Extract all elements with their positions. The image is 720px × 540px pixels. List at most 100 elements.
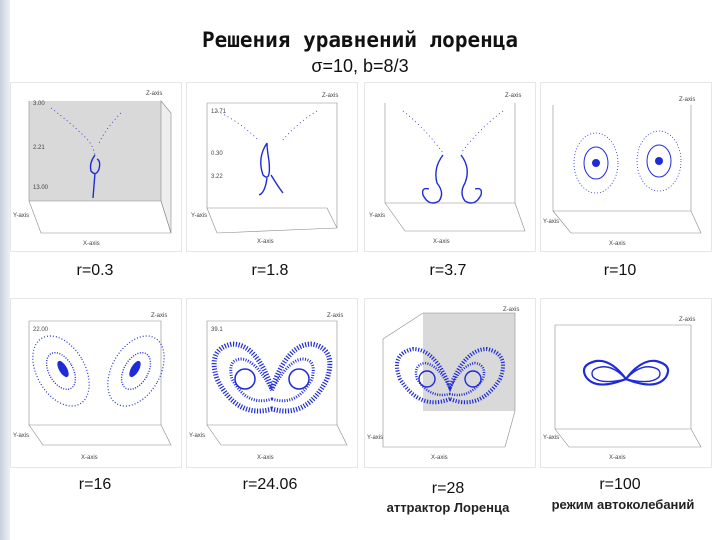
box-back-face — [29, 101, 161, 201]
plot-panel-r24-06: 39.1 Z-axis X-axis Y-axis — [186, 298, 358, 468]
box-floor — [554, 428, 702, 448]
tick-label-mid: 2.21 — [33, 145, 45, 151]
plot-svg-r100: Z-axis X-axis Y-axis — [543, 317, 702, 461]
trajectory-dots — [402, 110, 444, 154]
box-side-face — [160, 100, 172, 234]
box-frame — [554, 324, 692, 430]
z-axis-label: Z-axis — [322, 93, 338, 99]
fixed-point-right — [655, 157, 663, 165]
x-axis-label: X-axis — [431, 455, 448, 461]
z-axis-label: Z-axis — [146, 91, 162, 97]
z-axis-label: Z-axis — [151, 313, 167, 319]
tick-label-mid: 0.30 — [211, 151, 223, 157]
cloud-right-core — [129, 360, 141, 378]
plot-panel-r28: Z-axis X-axis Y-axis — [364, 298, 536, 468]
y-axis-label: Y-axis — [369, 213, 385, 219]
x-axis-label: X-axis — [433, 239, 450, 245]
x-axis-label: X-axis — [83, 241, 100, 247]
box-floor — [206, 424, 348, 446]
trajectory-dots — [216, 110, 260, 142]
r-label-8: r=100 — [599, 476, 641, 493]
y-axis-label: Y-axis — [13, 213, 29, 219]
fixed-point-left — [592, 159, 600, 167]
cloud-left-core — [57, 360, 69, 378]
y-axis-label: Y-axis — [543, 219, 559, 225]
trajectory-path — [421, 154, 483, 204]
y-axis-label: Y-axis — [13, 433, 29, 439]
plot-svg-r3-7: Z-axis X-axis Y-axis — [369, 93, 526, 245]
z-axis-label: Z-axis — [505, 93, 521, 99]
wing-hole-left — [418, 370, 436, 388]
box-back-face — [423, 313, 515, 411]
box-outline — [382, 312, 516, 448]
caption-self-oscillation: режим автоколебаний — [551, 497, 695, 512]
limit-cycle-outer — [582, 359, 670, 386]
cloud-left-outer — [32, 335, 90, 407]
z-axis-label: Z-axis — [503, 307, 519, 313]
box-floor — [384, 202, 526, 232]
plot-svg-r24-06: 39.1 Z-axis X-axis Y-axis — [189, 313, 348, 461]
box-frame — [384, 103, 516, 204]
butterfly-inner — [229, 357, 315, 403]
x-axis-label: X-axis — [81, 455, 98, 461]
r-label-7: r=28 — [431, 480, 465, 497]
x-axis-label: X-axis — [257, 239, 274, 245]
r-label-5: r=16 — [78, 476, 112, 493]
caption-lorenz-attractor: аттрактор Лоренца — [386, 500, 510, 515]
z-axis-label: Z-axis — [679, 317, 695, 323]
r-label-2: r=1.8 — [251, 262, 289, 279]
y-axis-label: Y-axis — [189, 433, 205, 439]
x-axis-label: X-axis — [257, 455, 274, 461]
limit-cycle-inner — [591, 366, 661, 383]
plot-panel-r10: Z-axis X-axis Y-axis — [540, 82, 712, 252]
plot-svg-r28: Z-axis X-axis Y-axis — [367, 307, 519, 461]
tick-label-top: 12.71 — [211, 109, 227, 115]
cloud-right-outer — [107, 335, 165, 407]
trajectory-path — [89, 154, 101, 199]
tick-label-low: 3.22 — [211, 174, 223, 180]
plot-svg-r0-3: 3.00 2.21 13.00 Z-axis X-axis Y-axis — [13, 91, 172, 247]
cloud-right-inner — [120, 351, 152, 391]
tick-label-top: 22.00 — [33, 327, 49, 333]
spiral-right-inner — [646, 144, 672, 178]
z-axis-label: Z-axis — [679, 97, 695, 103]
cloud-left-inner — [45, 351, 77, 391]
x-axis-label: X-axis — [609, 455, 626, 461]
box-floor — [28, 200, 172, 234]
trajectory-path — [258, 142, 284, 196]
slide-title: Решения уравнений лоренца — [201, 28, 519, 52]
wing-hole-right — [288, 368, 310, 390]
y-axis-label: Y-axis — [543, 435, 559, 441]
box-frame — [206, 103, 338, 229]
slide-subtitle: σ=10, b=8/3 — [311, 56, 409, 76]
tick-label-top: 39.1 — [211, 327, 223, 333]
r-label-1: r=0.3 — [76, 262, 114, 279]
wing-hole-right — [464, 370, 482, 388]
spiral-left-inner — [583, 146, 609, 180]
plot-svg-r1-8: 12.71 0.30 3.22 Z-axis X-axis Y-axis — [191, 93, 338, 245]
trajectory-dots-right — [460, 110, 504, 154]
box-floor — [28, 424, 172, 446]
box-floor — [552, 210, 702, 234]
r-label-3: r=3.7 — [429, 262, 467, 279]
tick-label-low: 13.00 — [33, 185, 49, 191]
x-axis-label: X-axis — [609, 241, 626, 247]
r-label-6: r=24.06 — [242, 476, 298, 493]
wing-hole-left — [234, 368, 256, 390]
r-label-4: r=10 — [603, 262, 637, 279]
box-outline — [206, 102, 338, 234]
spiral-right-outer — [636, 130, 682, 192]
plot-svg-r10: Z-axis X-axis Y-axis — [543, 97, 702, 247]
plot-panel-r3-7: Z-axis X-axis Y-axis — [364, 82, 536, 252]
plot-panel-r100: Z-axis X-axis Y-axis — [540, 298, 712, 468]
y-axis-label: Y-axis — [367, 435, 383, 441]
plot-panel-r16: 22.00 Z-axis X-axis Y-axis — [10, 298, 182, 468]
plot-panel-r0-3: 3.00 2.21 13.00 Z-axis X-axis Y-axis — [10, 82, 182, 252]
decorative-side-bar — [0, 0, 10, 540]
trajectory-dots-right — [281, 110, 318, 142]
spiral-left-outer — [573, 132, 619, 194]
tick-label-top: 3.00 — [33, 101, 45, 107]
z-axis-label: Z-axis — [327, 313, 343, 319]
y-axis-label: Y-axis — [191, 213, 207, 219]
box-frame — [552, 105, 692, 212]
